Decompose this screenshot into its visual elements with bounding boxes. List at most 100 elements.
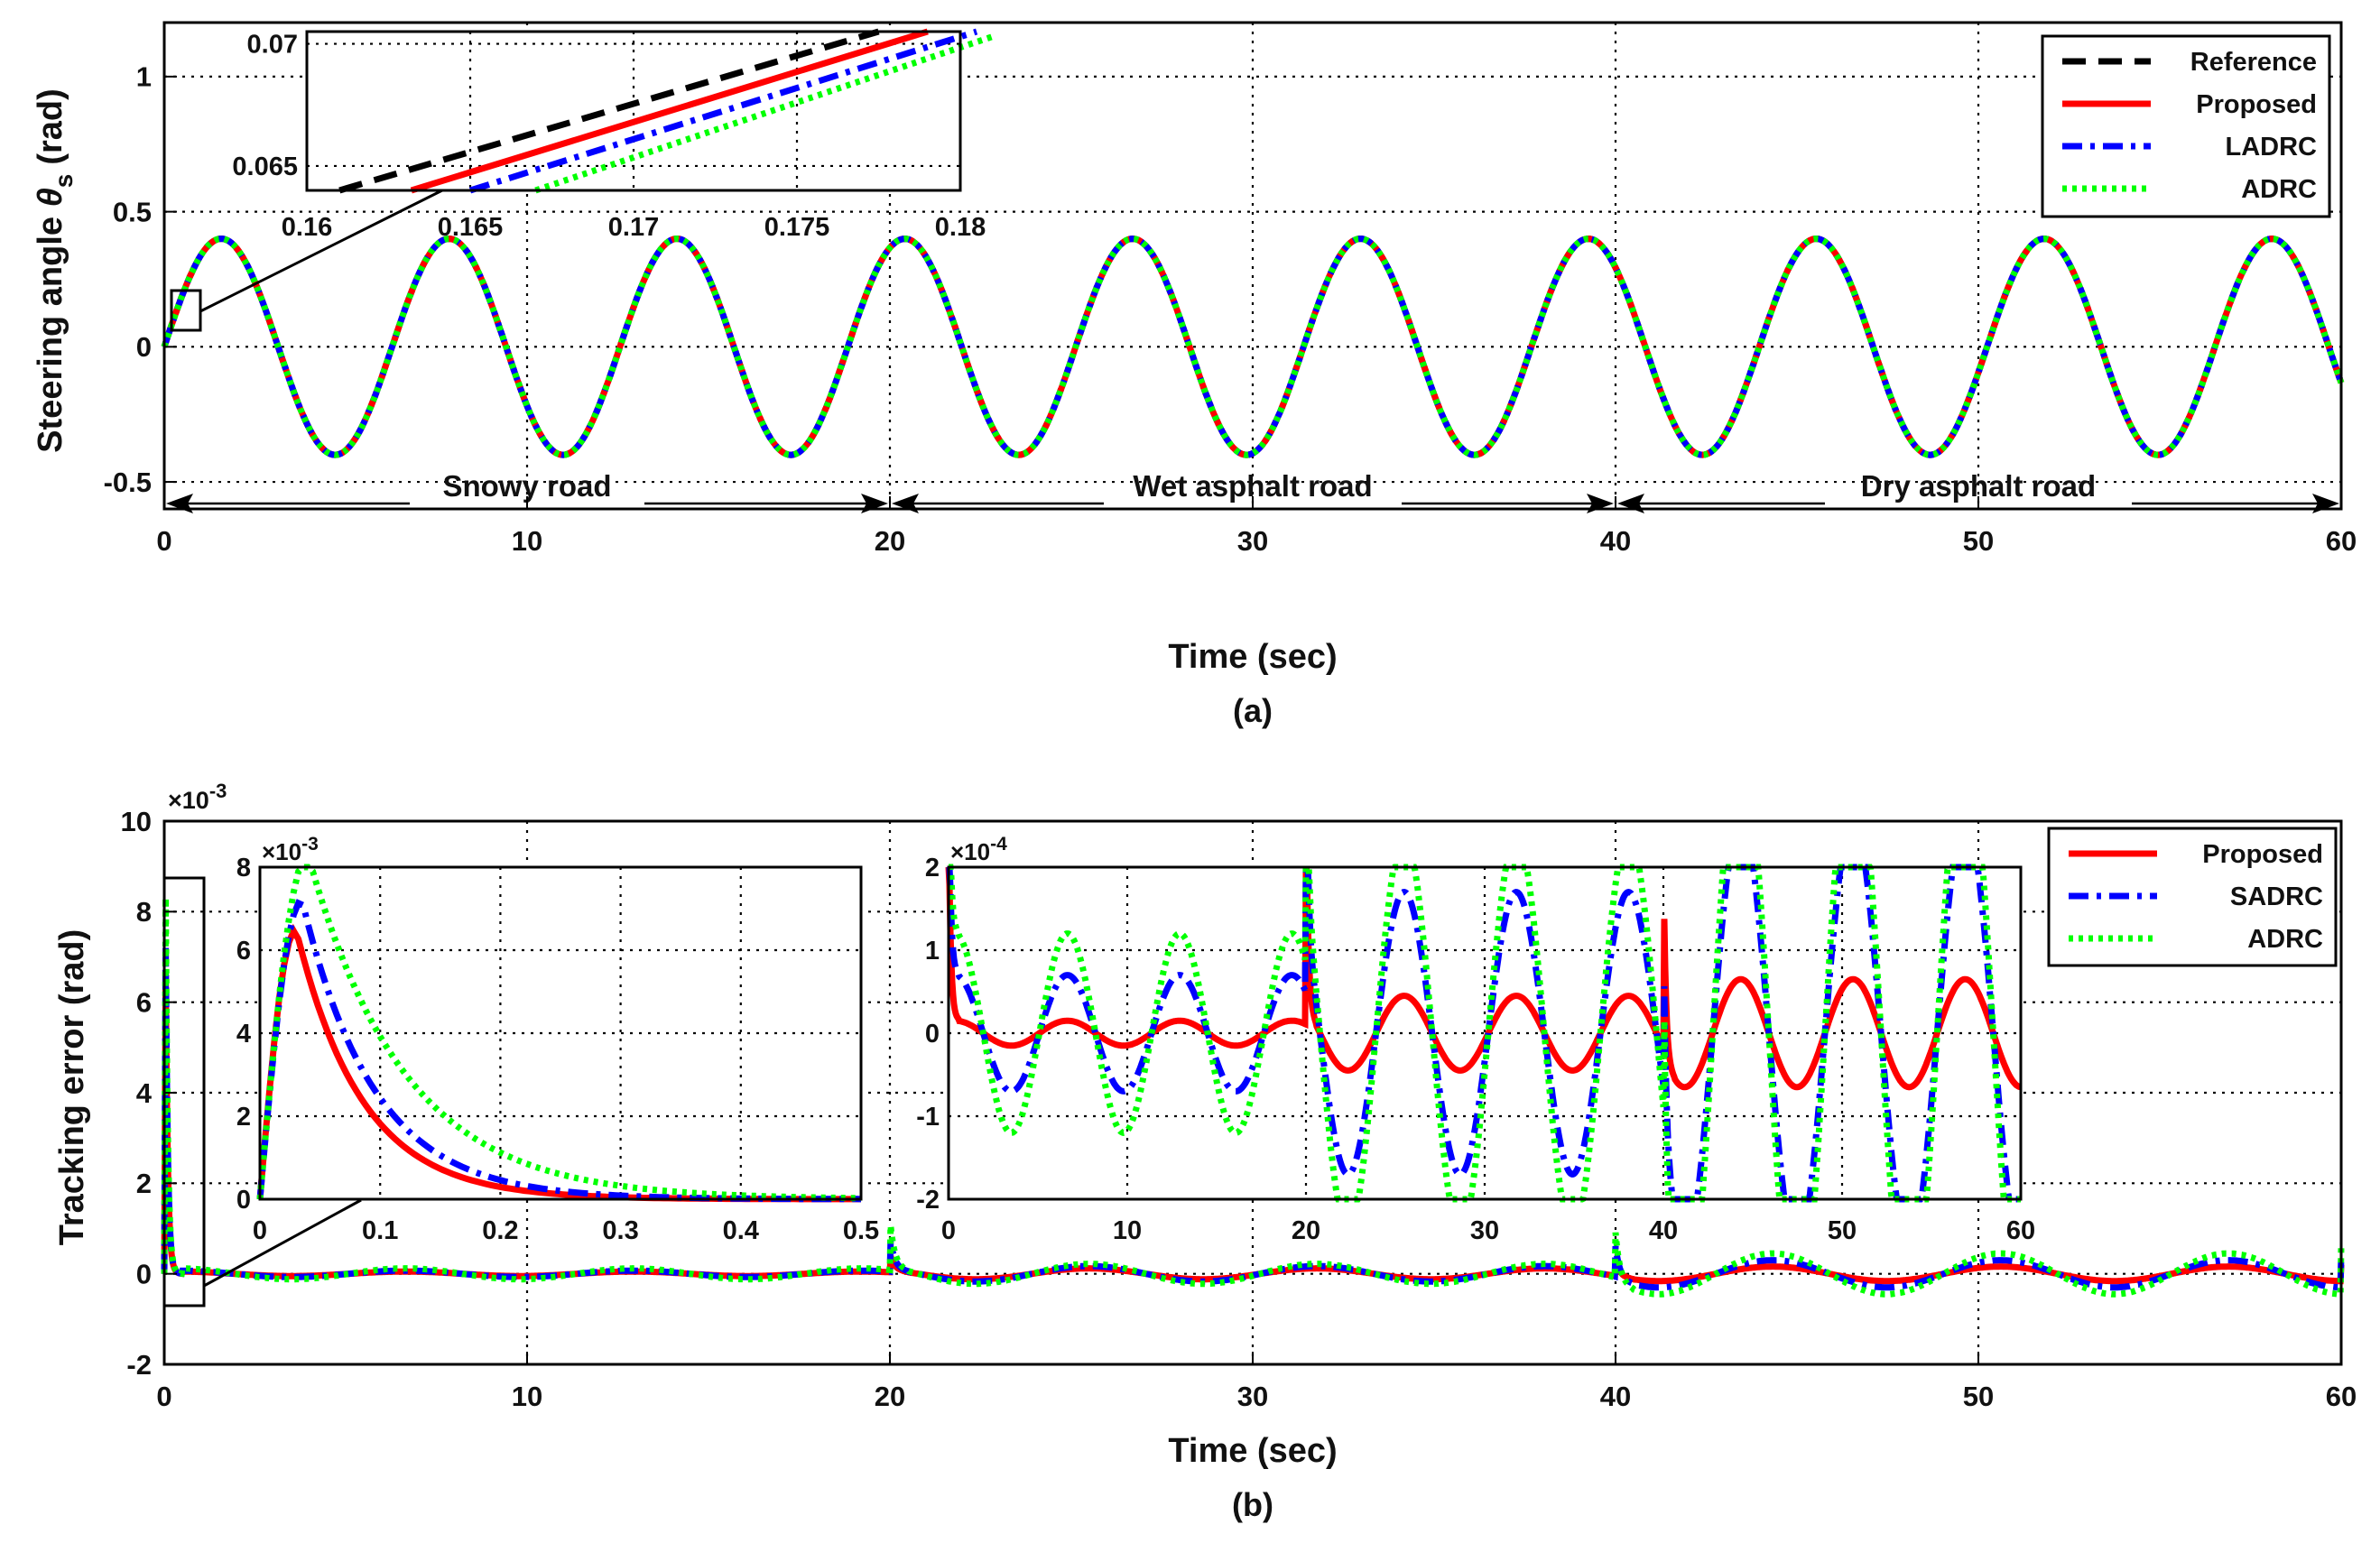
chart-a-ytick-label: -0.5: [104, 467, 152, 498]
chart-a-inset-ytick-label: 0.07: [247, 31, 298, 60]
chart-a-ytick-label: 0.5: [113, 196, 152, 227]
chart-b-series: [161, 898, 2345, 1298]
chart-b-legend: Proposed SADRC ADRC: [2047, 827, 2338, 967]
inset-left-xtick-label: 0.3: [602, 1216, 638, 1245]
legend-label-sadrc: SADRC: [2230, 882, 2323, 911]
inset-right-xtick-label: 10: [1113, 1216, 1142, 1245]
inset-right-ytick-label: 1: [925, 937, 940, 966]
inset-right-ytick-label: -2: [916, 1186, 940, 1215]
legend-label-adrc: ADRC: [2247, 925, 2323, 954]
chart-a-legend: Reference Proposed LADRC ADRC: [2041, 34, 2331, 218]
chart-a-xtick-label: 50: [1963, 525, 1994, 557]
y-label-main: Steering angle: [32, 217, 69, 453]
chart-b-xtick-label: 40: [1600, 1381, 1631, 1412]
chart-b-ytick-label: 6: [136, 987, 152, 1019]
chart-b-y-scale: ×10-3: [168, 780, 227, 814]
chart-a-xtick-label: 20: [875, 525, 905, 557]
inset-right-ytick-label: 0: [925, 1020, 940, 1049]
inset-left-frame: [258, 865, 863, 1201]
inset-series-proposed: [410, 28, 929, 194]
chart-a-x-label: Time (sec): [1168, 638, 1337, 676]
legend-box: [2041, 34, 2331, 218]
inset-left-ytick-label: 6: [236, 937, 251, 966]
inset-right-xtick-label: 40: [1649, 1216, 1678, 1245]
chart-a-xtick-label: 30: [1237, 525, 1268, 557]
inset-left-xtick-label: 0.4: [723, 1216, 759, 1245]
chart-a-xtick-label: 10: [512, 525, 542, 557]
inset-right-frame: [947, 865, 2023, 1201]
inset-right-xtick-label: 20: [1292, 1216, 1320, 1245]
chart-b-x-label: Time (sec): [1168, 1432, 1337, 1470]
inset-right-xtick-label: 50: [1828, 1216, 1857, 1245]
chart-a-series: [161, 236, 2345, 458]
chart-b-ytick-label: 0: [136, 1259, 152, 1290]
legend-label-adrc: ADRC: [2241, 175, 2317, 204]
chart-b-xtick-label: 0: [156, 1381, 171, 1412]
chart-b-ytick-label: -2: [126, 1349, 152, 1381]
inset-right-xtick-label: 30: [1470, 1216, 1499, 1245]
y-scale-base: ×10: [168, 787, 209, 814]
y-scale-exponent: -3: [209, 780, 227, 802]
inset-left-y-scale: ×10-3: [262, 834, 319, 865]
inset-left-ytick-label: 0: [236, 1186, 251, 1215]
inset-series-ladrc: [468, 28, 978, 194]
legend-label-proposed: Proposed: [2196, 90, 2317, 119]
inset-left-xtick-label: 0.1: [362, 1216, 398, 1245]
inset-right-xtick-label: 60: [2006, 1216, 2035, 1245]
chart-b-y-label: Tracking error (rad): [53, 929, 91, 1246]
chart-b-ytick-label: 8: [136, 896, 152, 928]
chart-b-xtick-label: 10: [512, 1381, 542, 1412]
y-label-symbol: θ: [32, 188, 69, 207]
chart-b-caption: (b): [1232, 1486, 1273, 1523]
inset-right-xtick-label: 0: [941, 1216, 956, 1245]
chart-a-inset-xtick-label: 0.17: [608, 213, 659, 242]
inset-right-y-scale-base: ×10: [950, 838, 990, 865]
chart-b-xtick-label: 30: [1237, 1381, 1268, 1412]
chart-a-ticks: 0 10 20 30 40 50 60-0.500.51: [104, 61, 2357, 557]
chart-a-inset-xtick-label: 0.18: [935, 213, 986, 242]
inset-left-ytick-label: 4: [236, 1020, 251, 1049]
inset-right-y-scale: ×10-4: [950, 834, 1007, 865]
chart-b-xtick-label: 20: [875, 1381, 905, 1412]
chart-a-y-label: Steering angle θs (rad): [32, 88, 78, 453]
inset-left-xtick-label: 0.5: [843, 1216, 879, 1245]
series-ladrc: [161, 236, 2345, 458]
chart-a-ytick-label: 0: [136, 331, 152, 363]
y-label-subscript: s: [50, 174, 78, 189]
inset-right-ytick-label: 2: [925, 854, 940, 882]
chart-b-ytick-label: 4: [136, 1077, 153, 1109]
legend-label-reference: Reference: [2190, 48, 2317, 77]
chart-a-zoom-connector: [199, 189, 443, 313]
inset-left-ytick-label: 2: [236, 1103, 251, 1132]
chart-a: Snowy road Wet asphalt road Dry asphalt ro…: [32, 21, 2357, 729]
chart-a-caption: (a): [1233, 692, 1273, 729]
inset-left-ytick-label: 8: [236, 854, 251, 882]
inset-right-ytick-label: -1: [916, 1103, 940, 1132]
chart-a-inset-xtick-label: 0.175: [764, 213, 830, 242]
inset-right-y-scale-exponent: -4: [990, 834, 1007, 855]
inset-left-y-scale-base: ×10: [262, 838, 301, 865]
inset-left-y-scale-exponent: -3: [301, 834, 319, 855]
inset-left-xtick-label: 0: [253, 1216, 267, 1245]
chart-b-ytick-label: 2: [136, 1168, 152, 1199]
chart-a-ytick-label: 1: [136, 61, 152, 93]
y-label-unit: (rad): [32, 88, 69, 164]
inset-series-reference: [338, 28, 880, 194]
chart-a-xtick-label: 40: [1600, 525, 1631, 557]
series-adrc: [161, 898, 2345, 1298]
chart-b-ytick-label: 10: [121, 806, 152, 837]
chart-b-xtick-label: 60: [2326, 1381, 2357, 1412]
inset-left-xtick-label: 0.2: [482, 1216, 518, 1245]
chart-a-inset-ytick-label: 0.065: [232, 152, 298, 181]
inset-series-adrc: [534, 33, 995, 194]
chart-b-inset-right: 0 10 20 30 40 50 60 -2 -1 0 1 2 ×10-4: [916, 834, 2035, 1245]
chart-b-xtick-label: 50: [1963, 1381, 1994, 1412]
legend-label-proposed: Proposed: [2202, 840, 2323, 869]
chart-a-inset: 0.16 0.165 0.17 0.175 0.18 0.065 0.07: [170, 28, 995, 332]
chart-a-inset-xtick-label: 0.16: [282, 213, 332, 242]
chart-a-xtick-label: 60: [2326, 525, 2357, 557]
chart-a-inset-frame: [305, 30, 962, 192]
